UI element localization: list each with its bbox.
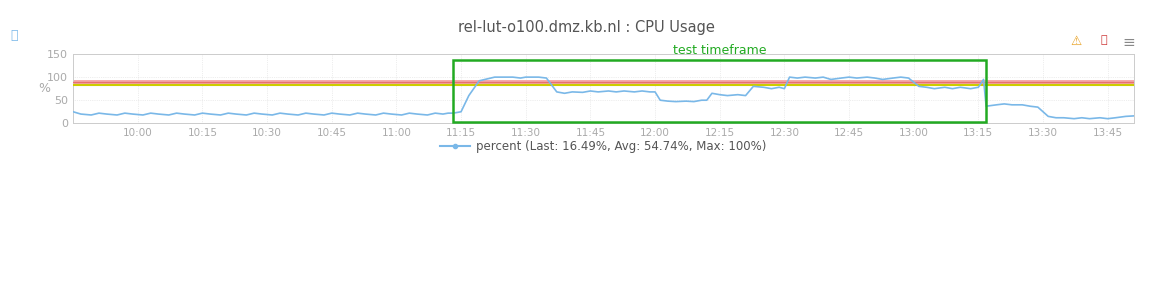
Text: 👤: 👤 [11,29,18,42]
Text: rel-lut-o100.dmz.kb.nl : CPU Usage: rel-lut-o100.dmz.kb.nl : CPU Usage [457,20,715,35]
Text: 🔴: 🔴 [1101,35,1108,45]
Text: test timeframe: test timeframe [673,44,766,57]
Legend: percent (Last: 16.49%, Avg: 54.74%, Max: 100%): percent (Last: 16.49%, Avg: 54.74%, Max:… [436,135,771,158]
Bar [73,80,1133,84]
Text: ⚠: ⚠ [1070,35,1082,48]
Bar [454,60,986,122]
Text: ≡: ≡ [1123,35,1134,50]
Y-axis label: %: % [39,82,50,95]
